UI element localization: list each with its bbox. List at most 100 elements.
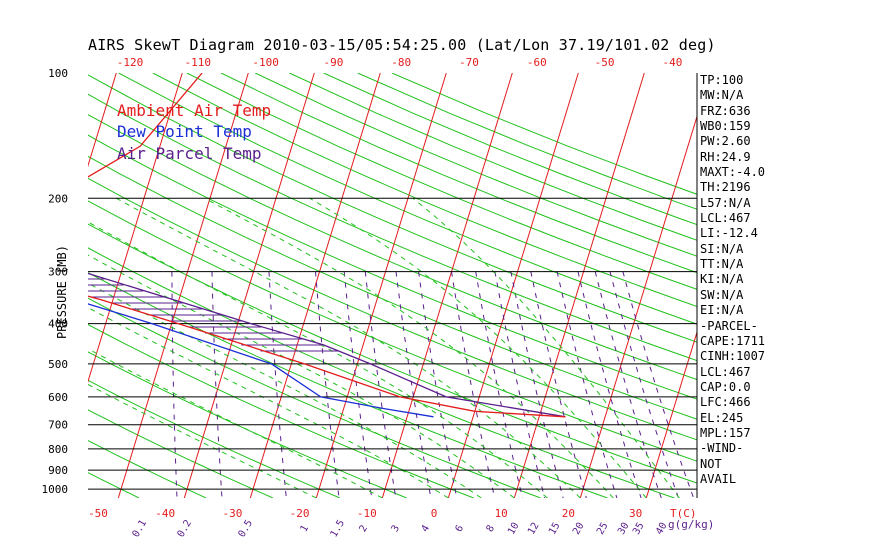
mixing-ratio-line — [577, 271, 642, 498]
isotherm — [579, 114, 697, 498]
mixing-ratio-tick-label: 30 — [616, 521, 632, 537]
bottom-temp-tick-label: -30 — [222, 507, 242, 520]
dry-adiabat — [88, 134, 697, 400]
bottom-temp-tick-label: 20 — [562, 507, 575, 520]
moist-adiabat — [88, 254, 515, 498]
air-parcel-temp-line — [88, 272, 566, 418]
pressure-tick-label: 400 — [48, 318, 68, 331]
mixing-ratio-tick-label: 4 — [420, 523, 433, 534]
top-temp-tick-label: -100 — [252, 56, 279, 69]
top-temp-tick-label: -80 — [391, 56, 411, 69]
pressure-tick-label: 300 — [48, 266, 68, 279]
dry-adiabat — [186, 73, 697, 290]
mixing-ratio-tick-label: 8 — [485, 523, 498, 534]
bottom-temp-tick-label: 30 — [629, 507, 642, 520]
dry-adiabat — [88, 114, 697, 381]
mixing-ratio-line — [530, 271, 587, 498]
mixing-ratio-tick-label: 0.2 — [176, 518, 195, 539]
dry-adiabat — [88, 297, 541, 498]
mixing-ratio-unit-label: g(g/kg) — [668, 518, 714, 531]
isotherm — [778, 73, 870, 498]
pressure-tick-label: 800 — [48, 443, 68, 456]
legend-air-parcel-temp: Air Parcel Temp — [117, 144, 262, 163]
pressure-tick-label: 1000 — [42, 483, 69, 496]
stat-line: LCL:467 — [700, 211, 751, 226]
mixing-ratio-tick-label: 1.5 — [329, 518, 348, 539]
isotherm — [88, 73, 183, 384]
dry-adiabat — [88, 200, 697, 462]
mixing-ratio-line — [211, 271, 223, 498]
stat-line: TH:2196 — [700, 180, 751, 195]
stat-line: -WIND- — [700, 441, 744, 456]
mixing-ratio-tick-label: 0.1 — [131, 518, 150, 539]
dry-adiabat — [254, 73, 697, 257]
mixing-ratio-tick-label: 15 — [547, 521, 563, 537]
legend-dew-point-temp: Dew Point Temp — [117, 122, 252, 141]
stat-line: SW:N/A — [700, 287, 744, 302]
stat-line: L57:N/A — [700, 195, 751, 210]
stat-line: LI:-12.4 — [700, 226, 758, 241]
dry-adiabat — [323, 73, 697, 226]
isotherm — [0, 73, 50, 498]
mixing-ratio-line — [171, 271, 178, 498]
stat-line: PW:2.60 — [700, 134, 751, 149]
isotherm — [645, 330, 697, 498]
mixing-ratio-line — [609, 271, 679, 498]
dry-adiabat — [88, 74, 697, 343]
dew-point-temp-line — [88, 303, 434, 418]
sounding-stats-panel: TP:100 MW:N/A FRZ:636 WB0:159 PW:2.60 RH:24.9… — [700, 73, 765, 487]
mixing-ratio-tick-label: 20 — [571, 521, 587, 537]
moist-adiabat — [88, 383, 317, 498]
dry-adiabat — [88, 93, 697, 362]
dry-adiabat — [88, 247, 675, 498]
mixing-ratio-tick-label: 10 — [506, 521, 522, 537]
moist-adiabat — [116, 197, 581, 498]
stat-line: MAXT:-4.0 — [700, 165, 766, 180]
stat-line: NOT — [700, 456, 722, 471]
top-temp-tick-label: -90 — [323, 56, 343, 69]
stat-line: AVAIL — [700, 471, 737, 486]
legend-ambient-air-temp: Ambient Air Temp — [117, 101, 272, 120]
stat-line: SI:N/A — [700, 241, 744, 256]
cape-shading — [88, 278, 339, 352]
isotherm — [315, 73, 447, 498]
pressure-tick-label: 700 — [48, 419, 68, 432]
mixing-ratio-line — [343, 271, 373, 498]
stat-line: TP:100 — [700, 73, 744, 87]
bottom-temp-tick-label: 0 — [431, 507, 438, 520]
mixing-ratio-line — [510, 271, 564, 498]
dry-adiabat — [88, 409, 274, 498]
dry-adiabat — [0, 73, 5, 498]
stat-line: LCL:467 — [700, 364, 751, 379]
stat-line: FRZ:636 — [700, 103, 751, 118]
dry-adiabat — [220, 73, 697, 274]
dry-adiabat — [88, 223, 697, 484]
stat-line: TT:N/A — [700, 257, 744, 272]
dry-adiabat — [118, 73, 697, 325]
isotherm — [117, 73, 249, 498]
mixing-ratio-tick-label: 2 — [358, 523, 371, 534]
isobar-lines — [88, 73, 698, 498]
isotherm — [381, 73, 513, 498]
top-temp-tick-label: -120 — [117, 56, 144, 69]
mixing-ratio-line — [622, 271, 695, 498]
moist-adiabat-lines — [88, 197, 680, 498]
pressure-tick-label: 200 — [48, 192, 68, 205]
mixing-ratio-line — [556, 271, 618, 498]
stat-line: WB0:159 — [700, 119, 751, 134]
mixing-ratio-tick-label: 3 — [390, 523, 403, 534]
isotherm — [249, 73, 381, 498]
isotherm — [88, 73, 117, 168]
pressure-tick-label: 900 — [48, 464, 68, 477]
chart-title: AIRS SkewT Diagram 2010-03-15/05:54:25.0… — [88, 36, 716, 54]
stat-line: KI:N/A — [700, 272, 744, 287]
moist-adiabat — [88, 282, 482, 498]
mixing-ratio-line — [268, 271, 287, 498]
mixing-ratio-line — [395, 271, 432, 498]
bottom-temp-tick-label: -20 — [290, 507, 310, 520]
top-temp-tick-label: -70 — [459, 56, 479, 69]
mixing-ratio-tick-label: 6 — [454, 523, 467, 534]
stat-line: LFC:466 — [700, 395, 751, 410]
top-temp-tick-label: -40 — [662, 56, 682, 69]
